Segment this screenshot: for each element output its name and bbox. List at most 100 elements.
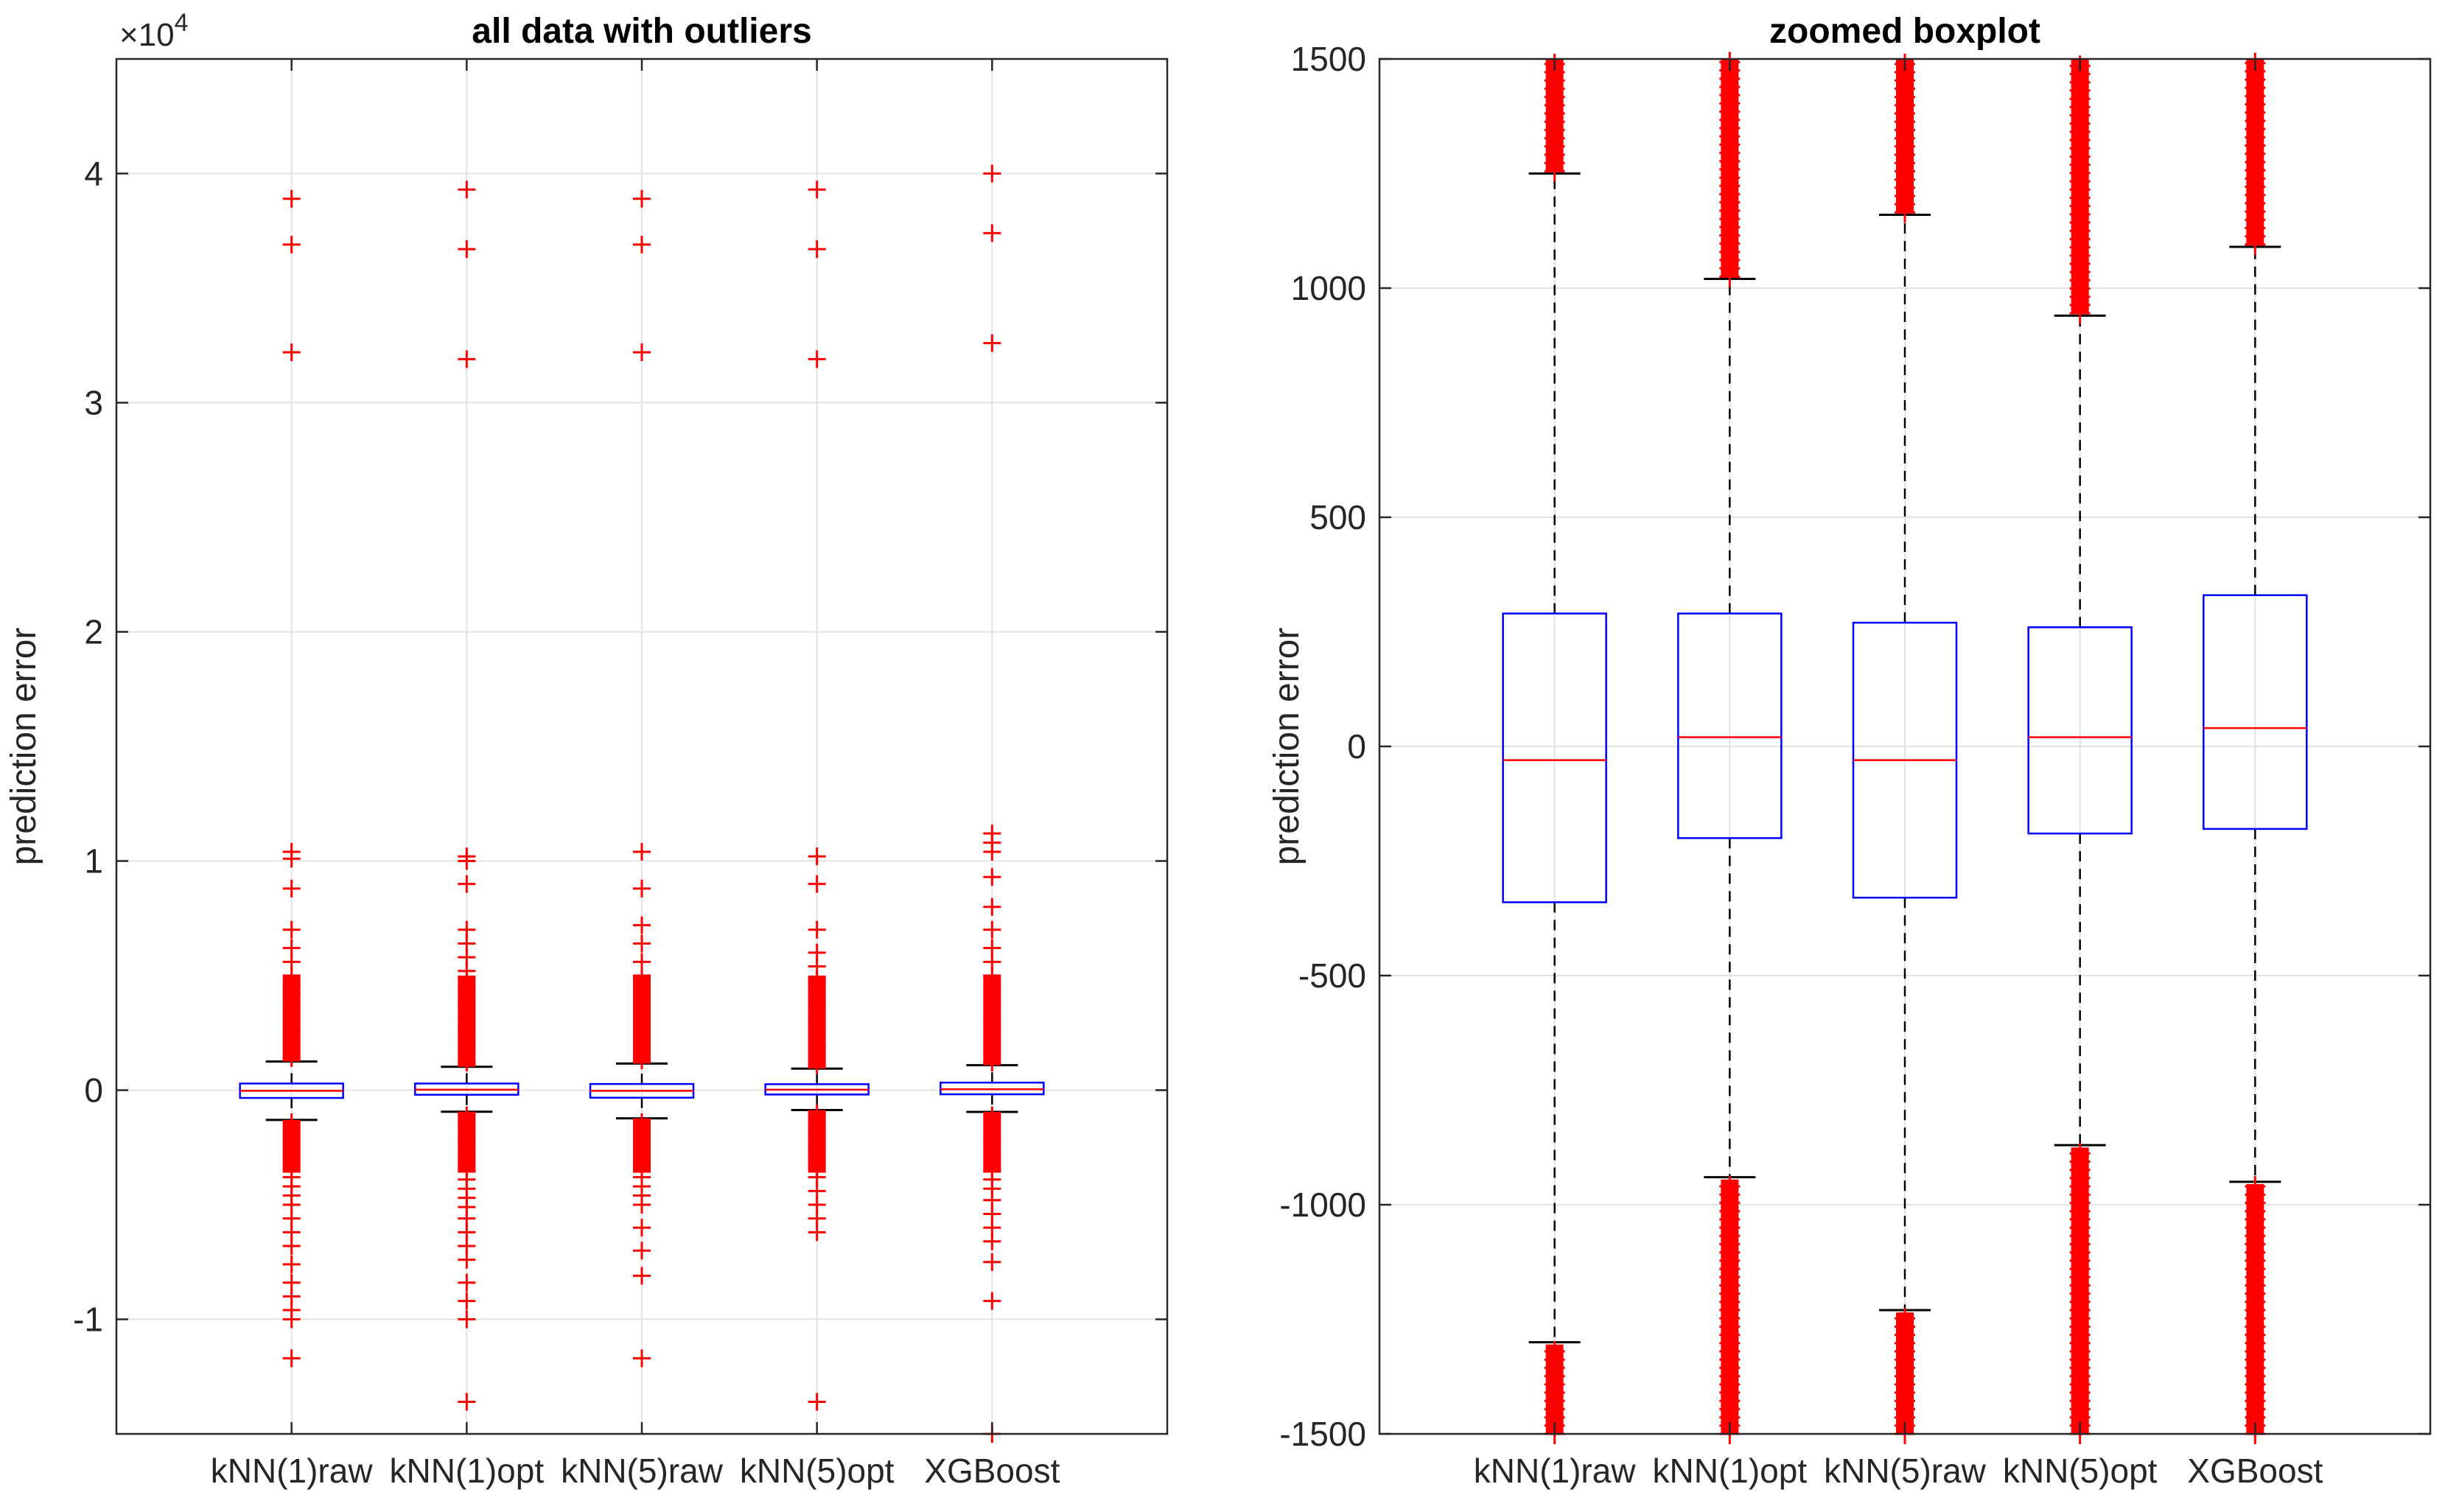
plot-title: all data with outliers	[472, 12, 811, 51]
iqr-box	[1502, 612, 1607, 903]
x-tick-label: kNN(5)opt	[2003, 1452, 2158, 1490]
outlier-marker	[458, 1310, 476, 1329]
outlier-marker	[633, 934, 651, 953]
boxplot-kNN(5)raw	[589, 189, 695, 1368]
outlier-marker	[458, 1292, 476, 1310]
y-tick-label: 3	[84, 384, 103, 422]
boxplot-XGBoost	[2203, 52, 2308, 1444]
outlier-marker	[983, 825, 1001, 843]
outlier-marker	[282, 343, 301, 362]
y-tick-label: -1	[73, 1301, 103, 1339]
outlier-marker	[458, 181, 476, 199]
outlier-marker	[458, 1250, 476, 1269]
outlier-marker	[282, 843, 301, 861]
outlier-marker	[633, 1196, 651, 1214]
outlier-cluster	[458, 1111, 476, 1173]
outlier-marker	[983, 868, 1001, 886]
boxplot-kNN(5)opt	[2027, 55, 2133, 1444]
outlier-marker	[983, 1253, 1001, 1271]
outlier-marker	[983, 164, 1001, 183]
outlier-marker	[633, 879, 651, 897]
x-tick-label: kNN(1)raw	[211, 1452, 374, 1490]
exponent-base: ×10	[119, 17, 175, 53]
x-tick-label: XGBoost	[2187, 1452, 2323, 1490]
iqr-box	[2203, 594, 2308, 830]
outlier-marker	[2069, 1143, 2091, 1164]
outlier-cluster	[808, 976, 826, 1069]
outlier-marker	[808, 875, 826, 893]
outlier-marker	[808, 350, 826, 368]
outlier-marker	[633, 916, 651, 934]
x-tick-label: kNN(1)raw	[1474, 1452, 1637, 1490]
outlier-marker	[808, 1393, 826, 1411]
y-tick-label: -1500	[1279, 1415, 1366, 1453]
outlier-marker	[1719, 1176, 1741, 1197]
outlier-marker	[633, 1242, 651, 1260]
x-tick-label: kNN(5)opt	[740, 1452, 895, 1490]
x-tick-label: kNN(5)raw	[561, 1452, 724, 1490]
outlier-marker	[808, 240, 826, 259]
outlier-marker	[282, 939, 301, 957]
outlier-marker	[458, 240, 476, 259]
outlier-cluster	[808, 1110, 826, 1173]
axis-exponent-label: ×104	[119, 9, 189, 53]
outlier-cluster	[282, 976, 301, 1062]
outlier-cluster	[633, 1118, 651, 1173]
outlier-marker	[983, 897, 1001, 916]
outlier-marker	[808, 1223, 826, 1242]
boxplot-kNN(5)opt	[764, 181, 870, 1411]
y-tick-label: 2	[84, 613, 103, 651]
exponent-power: 4	[175, 9, 189, 37]
outlier-marker	[458, 1273, 476, 1292]
iqr-box	[2027, 626, 2133, 835]
left-panel: -1 0 1 2 3 4 kNN(1)raw kNN(1)opt kNN(5)raw kNN(5)…	[4, 9, 1169, 1490]
outlier-cluster	[983, 976, 1001, 1065]
outlier-marker	[282, 1349, 301, 1368]
y-tick-label: 1000	[1291, 269, 1366, 307]
outlier-marker	[983, 1232, 1001, 1250]
outlier-marker	[983, 920, 1001, 939]
outlier-marker	[633, 235, 651, 253]
y-tick-label: 1500	[1291, 40, 1366, 78]
x-tick-label: XGBoost	[924, 1452, 1060, 1490]
outlier-marker	[282, 189, 301, 208]
boxplot-kNN(1)opt	[1677, 52, 1783, 1444]
outlier-marker	[282, 1255, 301, 1273]
outlier-marker	[1895, 1308, 1915, 1329]
outlier-marker	[633, 1349, 651, 1368]
y-tick-label: -1000	[1279, 1186, 1366, 1224]
outlier-marker	[983, 334, 1001, 352]
outlier-marker	[282, 235, 301, 253]
right-panel: -1500 -1000 -500 0 500 1000 1500 kNN(1)raw kNN(1…	[1267, 12, 2432, 1490]
outlier-marker	[282, 1310, 301, 1329]
boxplot-kNN(1)raw	[239, 189, 344, 1368]
outlier-cluster	[633, 976, 651, 1064]
y-tick-label: -500	[1298, 956, 1366, 995]
outlier-marker	[458, 350, 476, 368]
x-tick-label: kNN(1)opt	[390, 1452, 545, 1490]
outlier-marker	[458, 847, 476, 866]
outlier-marker	[808, 181, 826, 199]
outlier-marker	[458, 920, 476, 939]
boxplot-kNN(1)raw	[1502, 53, 1607, 1444]
y-tick-label: 1	[84, 842, 103, 881]
outlier-marker	[808, 943, 826, 962]
y-tick-label: 0	[84, 1071, 103, 1110]
outlier-cluster	[282, 1119, 301, 1173]
outlier-cluster	[458, 976, 476, 1067]
outlier-marker	[808, 920, 826, 939]
x-tick-label: kNN(1)opt	[1653, 1452, 1808, 1490]
iqr-box	[1677, 612, 1783, 839]
outlier-marker	[282, 879, 301, 897]
outlier-cluster	[983, 1112, 1001, 1173]
plot-title: zoomed boxplot	[1769, 12, 2040, 51]
y-axis-label: prediction error	[4, 628, 43, 866]
outlier-marker	[2245, 1176, 2266, 1197]
outlier-marker	[633, 189, 651, 208]
outlier-marker	[458, 875, 476, 893]
outlier-marker	[983, 224, 1001, 242]
outlier-marker	[1544, 1341, 1565, 1362]
boxplot-kNN(1)opt	[414, 181, 520, 1411]
x-tick-label: kNN(5)raw	[1824, 1452, 1987, 1490]
